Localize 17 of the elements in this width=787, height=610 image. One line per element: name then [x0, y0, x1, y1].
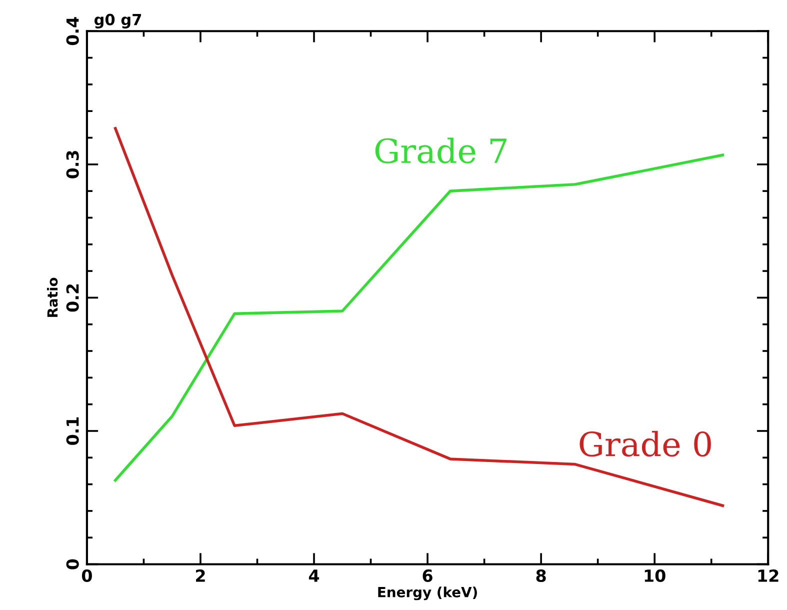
- x-tick-label: 2: [196, 569, 205, 582]
- x-tick-label: 8: [536, 569, 546, 582]
- x-tick-label: 0: [82, 569, 92, 582]
- x-tick-label: 10: [644, 569, 666, 582]
- x-tick-label: 4: [308, 570, 320, 582]
- y-tick-label: 0.3: [66, 150, 79, 178]
- y-axis-title: Ratio: [46, 278, 58, 317]
- y-tick-label: 0.4: [66, 17, 79, 46]
- x-tick-label: 12: [758, 569, 778, 582]
- y-tick-label: 0.2: [66, 284, 79, 312]
- x-tick-label: 6: [422, 569, 432, 582]
- series-label: Grade 0: [580, 430, 711, 457]
- series-label: Grade 7: [375, 138, 506, 164]
- x-axis-title: Energy (keV): [378, 586, 477, 600]
- y-tick-label: 0: [66, 559, 79, 570]
- y-tick-label: 0.1: [66, 417, 79, 445]
- text: g0 g7: [94, 14, 142, 28]
